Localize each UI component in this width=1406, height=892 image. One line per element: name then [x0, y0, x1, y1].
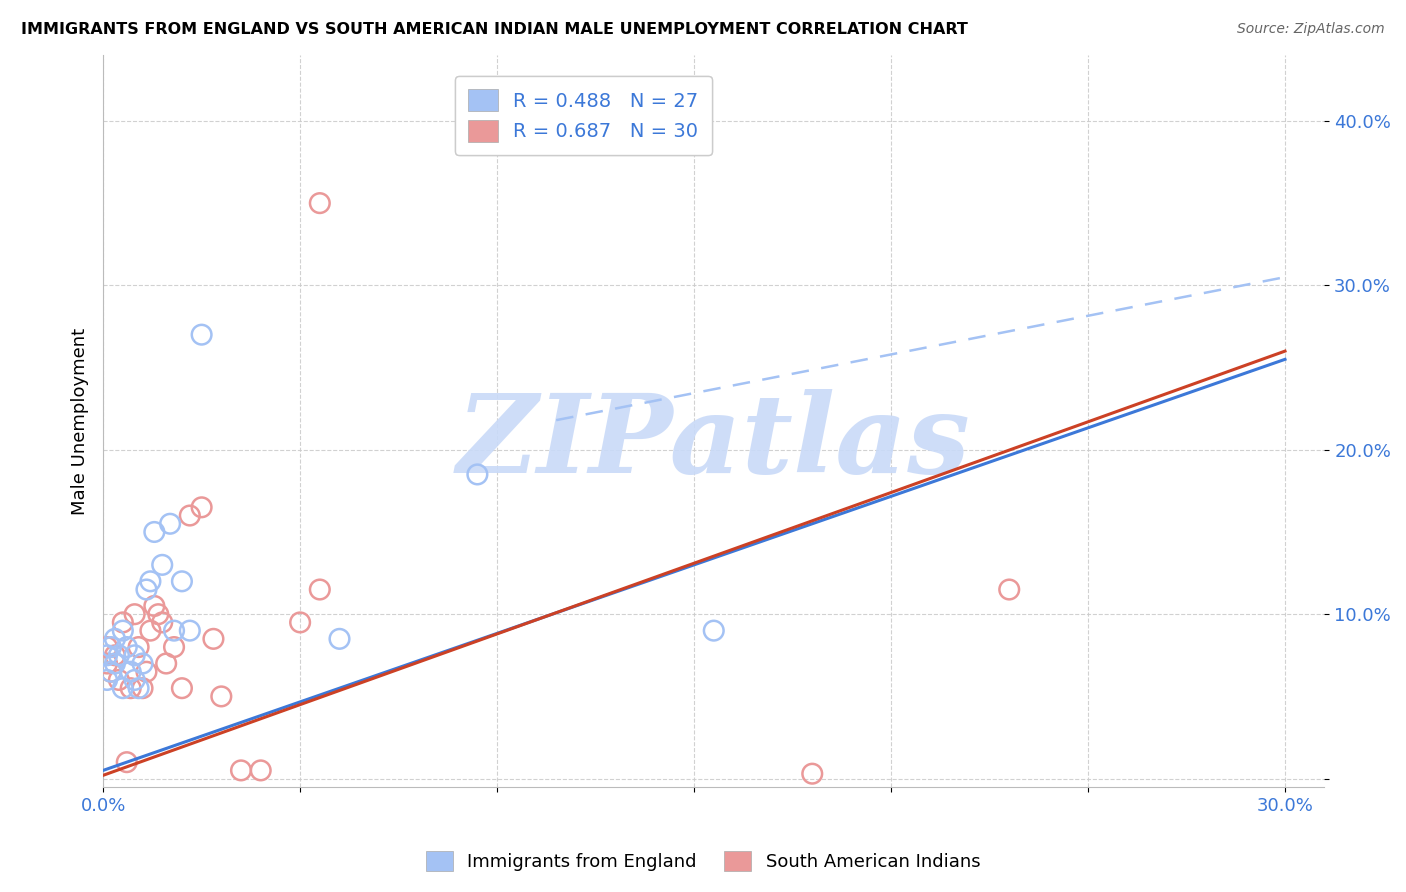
Point	[100, 640, 122, 654]
Point	[308, 582, 330, 597]
Point	[143, 599, 166, 613]
Point	[120, 681, 142, 696]
Point	[159, 516, 181, 531]
Point	[190, 500, 212, 515]
Point	[104, 648, 127, 663]
Point	[135, 582, 157, 597]
Legend: Immigrants from England, South American Indians: Immigrants from England, South American …	[419, 844, 987, 879]
Text: IMMIGRANTS FROM ENGLAND VS SOUTH AMERICAN INDIAN MALE UNEMPLOYMENT CORRELATION C: IMMIGRANTS FROM ENGLAND VS SOUTH AMERICA…	[21, 22, 967, 37]
Point	[179, 624, 201, 638]
Point	[163, 640, 186, 654]
Point	[190, 327, 212, 342]
Point	[703, 624, 725, 638]
Point	[150, 558, 173, 572]
Point	[100, 665, 122, 679]
Point	[170, 574, 193, 589]
Point	[179, 508, 201, 523]
Point	[115, 640, 138, 654]
Point	[96, 648, 118, 663]
Point	[131, 657, 153, 671]
Point	[111, 681, 134, 696]
Point	[96, 673, 118, 687]
Point	[801, 766, 824, 780]
Point	[148, 607, 170, 622]
Point	[111, 624, 134, 638]
Legend: R = 0.488   N = 27, R = 0.687   N = 30: R = 0.488 N = 27, R = 0.687 N = 30	[454, 76, 711, 155]
Point	[139, 574, 162, 589]
Point	[115, 755, 138, 769]
Point	[108, 648, 131, 663]
Point	[170, 681, 193, 696]
Point	[139, 624, 162, 638]
Point	[108, 673, 131, 687]
Point	[96, 657, 118, 671]
Point	[143, 524, 166, 539]
Point	[120, 665, 142, 679]
Point	[100, 665, 122, 679]
Point	[209, 690, 232, 704]
Point	[155, 657, 177, 671]
Text: Source: ZipAtlas.com: Source: ZipAtlas.com	[1237, 22, 1385, 37]
Point	[124, 673, 146, 687]
Point	[998, 582, 1021, 597]
Text: ZIPatlas: ZIPatlas	[457, 389, 970, 497]
Point	[328, 632, 350, 646]
Point	[131, 681, 153, 696]
Point	[467, 467, 489, 482]
Point	[163, 624, 186, 638]
Point	[150, 615, 173, 630]
Point	[202, 632, 225, 646]
Point	[249, 764, 271, 778]
Point	[96, 640, 118, 654]
Point	[135, 665, 157, 679]
Y-axis label: Male Unemployment: Male Unemployment	[72, 327, 89, 515]
Point	[229, 764, 252, 778]
Point	[104, 632, 127, 646]
Point	[124, 607, 146, 622]
Point	[308, 196, 330, 211]
Point	[111, 615, 134, 630]
Point	[124, 648, 146, 663]
Point	[288, 615, 311, 630]
Point	[128, 640, 150, 654]
Point	[104, 657, 127, 671]
Point	[128, 681, 150, 696]
